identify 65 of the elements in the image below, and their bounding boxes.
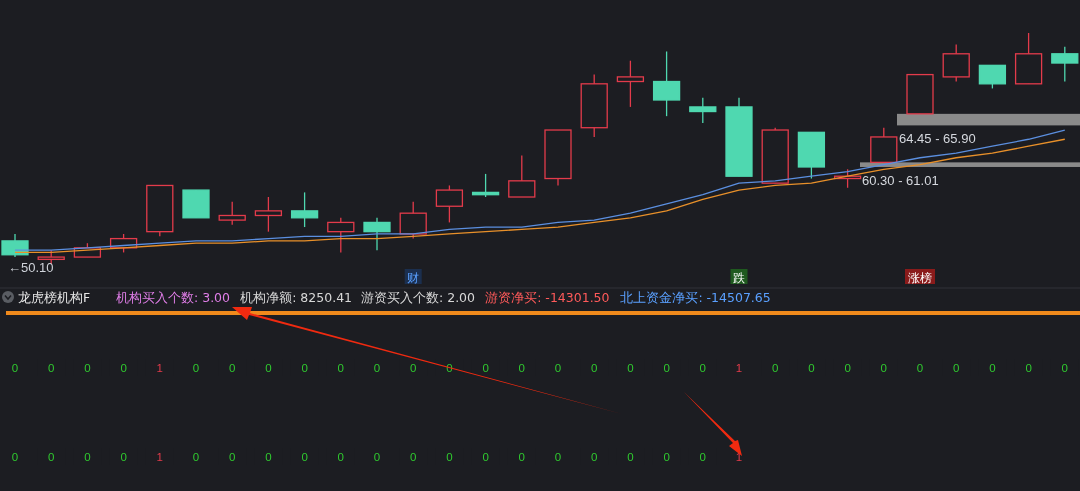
text: 机构净额: 8250.41 xyxy=(240,290,353,305)
data-label: 0 xyxy=(663,451,670,463)
data-label: 0 xyxy=(410,362,417,374)
data-label: 0 xyxy=(48,451,55,463)
data-label: 0 xyxy=(554,362,562,374)
data-label: 0 xyxy=(880,362,887,374)
data-label: 0 xyxy=(953,362,960,374)
data-label: 0 xyxy=(229,362,236,374)
data-label: 0 xyxy=(518,451,525,463)
data-label: 0 xyxy=(192,451,200,463)
text: 游资买入个数: 2.00 xyxy=(361,290,476,305)
data-label: 0 xyxy=(1061,362,1068,374)
text: 涨榜 xyxy=(908,271,932,285)
data-label: 0 xyxy=(84,362,91,374)
data-label: 0 xyxy=(446,451,453,463)
data-label: 1 xyxy=(156,451,163,463)
data-label: 0 xyxy=(554,451,562,463)
text: 游资净买: -14301.50 xyxy=(485,290,610,305)
data-label: 0 xyxy=(808,362,815,374)
data-label: 0 xyxy=(627,362,634,374)
data-label: 1 xyxy=(735,451,743,463)
data-label: 1 xyxy=(156,362,163,374)
data-label: 0 xyxy=(373,451,381,463)
text: 机构买入个数: 3.00 xyxy=(116,290,231,305)
candlestick xyxy=(689,97,717,124)
text: 跌 xyxy=(733,271,745,285)
data-label: 0 xyxy=(120,362,127,374)
data-label: 0 xyxy=(663,362,670,374)
data-label: 0 xyxy=(1025,362,1032,374)
data-label: 0 xyxy=(337,362,344,374)
band-label: 64.45 - 65.90 xyxy=(899,131,976,147)
data-label: 1 xyxy=(735,362,743,374)
data-label: 0 xyxy=(337,451,344,463)
data-label: 0 xyxy=(482,362,489,374)
data-label: 0 xyxy=(48,362,55,374)
text: 财 xyxy=(407,271,420,285)
data-label: 0 xyxy=(265,451,272,463)
data-label: 0 xyxy=(699,362,706,374)
data-label: 0 xyxy=(192,362,200,374)
candlestick xyxy=(616,60,645,108)
band-label: 60.30 - 61.01 xyxy=(862,172,939,188)
text: 北上资金净买: -14507.65 xyxy=(620,290,771,305)
data-label: 0 xyxy=(591,451,598,463)
data-label: 0 xyxy=(229,451,236,463)
annotation: ←50.10 xyxy=(8,260,54,275)
data-label: 0 xyxy=(11,451,19,463)
data-label: 0 xyxy=(301,451,308,463)
data-label: 0 xyxy=(301,362,308,374)
chart-title: 龙虎榜机构F xyxy=(18,290,91,305)
data-label: 0 xyxy=(482,451,489,463)
data-label: 0 xyxy=(772,362,779,374)
data-label: 0 xyxy=(373,362,381,374)
data-label: 0 xyxy=(591,362,598,374)
data-label: 0 xyxy=(844,362,851,374)
data-label: 0 xyxy=(518,362,525,374)
data-label: 0 xyxy=(989,362,996,374)
data-label: 0 xyxy=(410,451,417,463)
data-label: 0 xyxy=(84,451,91,463)
data-label: 0 xyxy=(627,451,634,463)
candlestick xyxy=(254,196,283,233)
data-label: 0 xyxy=(265,362,272,374)
data-label: 0 xyxy=(916,362,924,374)
data-label: 0 xyxy=(699,451,706,463)
data-label: 0 xyxy=(120,451,127,463)
data-label: 0 xyxy=(11,362,19,374)
